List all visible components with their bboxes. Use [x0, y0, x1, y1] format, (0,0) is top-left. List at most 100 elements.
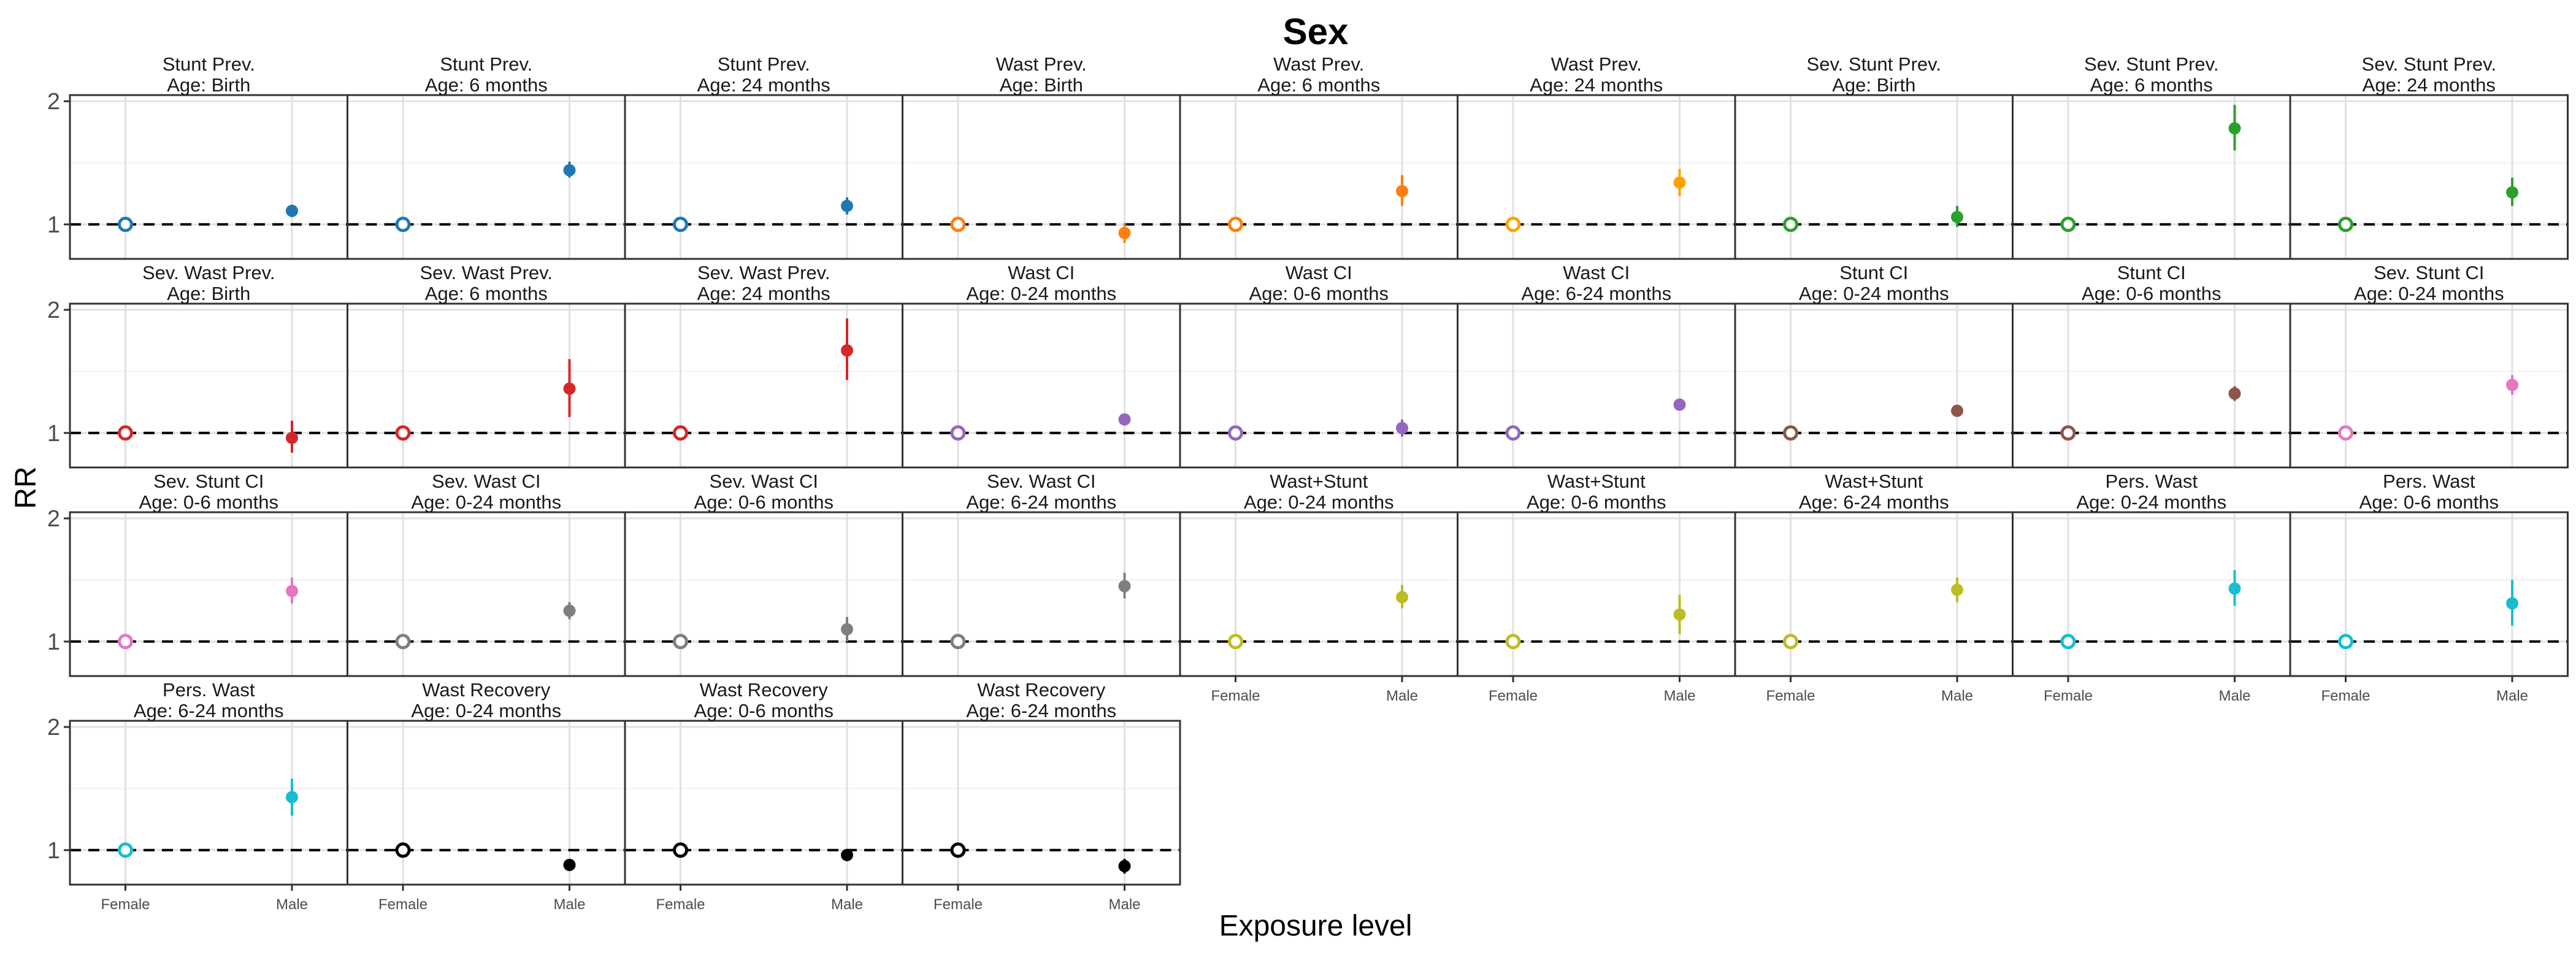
point-male — [563, 604, 576, 617]
panel-title-age: Age: Birth — [167, 74, 250, 96]
panel-background — [2290, 95, 2568, 259]
facet-panel: Sev. Wast Prev.Age: 24 months — [624, 262, 903, 469]
panel-background — [347, 95, 625, 259]
point-female — [1783, 425, 1798, 441]
panel-title-age: Age: 6-24 months — [966, 491, 1116, 513]
panel-title-age: Age: 0-24 months — [411, 700, 561, 721]
panel-title-age: Age: Birth — [1000, 74, 1083, 96]
x-tick-label: Female — [378, 896, 427, 913]
panel-title-measure: Pers. Wast — [2383, 471, 2475, 492]
x-tick-label: Female — [2044, 688, 2093, 704]
panel-background — [2290, 304, 2568, 467]
panel-title-age: Age: 0-24 months — [1799, 283, 1949, 304]
panel-background — [625, 304, 903, 467]
panel-title-age: Age: 24 months — [1530, 74, 1663, 96]
panel-title-measure: Pers. Wast — [2106, 471, 2198, 492]
point-female — [118, 634, 133, 650]
panel-background — [625, 721, 903, 885]
panel-title-age: Age: 0-6 months — [2082, 283, 2221, 304]
panel-background — [70, 721, 348, 885]
panel-title-measure: Sev. Wast Prev. — [697, 262, 830, 283]
x-tick-label: Male — [276, 896, 308, 913]
panel-title-measure: Wast Prev. — [1551, 53, 1642, 75]
facet-panel: Stunt Prev.Age: 6 months — [347, 53, 626, 260]
panel-title-age: Age: 6 months — [425, 283, 548, 304]
facet-panel: Stunt Prev.Age: Birth 1 2 — [47, 53, 348, 260]
y-tick-label: 1 — [47, 838, 60, 864]
facet-panel: Sev. Stunt Prev.Age: 24 months — [2289, 53, 2569, 260]
point-female — [2060, 425, 2076, 441]
panel-title-age: Age: 0-6 months — [694, 700, 834, 721]
panel-title-measure: Stunt Prev. — [718, 53, 810, 75]
panel-border — [2289, 302, 2569, 469]
panel-background — [1457, 304, 1735, 467]
panel-border — [902, 720, 1181, 886]
point-female — [1783, 217, 1798, 233]
point-male — [2506, 597, 2518, 610]
x-tick-label: Female — [1766, 688, 1815, 704]
point-female — [1505, 217, 1521, 233]
panel-background — [2012, 512, 2290, 676]
point-female — [395, 842, 411, 858]
panel-title-measure: Wast Recovery — [422, 679, 551, 701]
panel-title-age: Age: 0-6 months — [139, 491, 278, 513]
panel-background — [902, 512, 1180, 676]
panel-background — [902, 304, 1180, 467]
point-female — [1505, 425, 1521, 441]
panel-title-measure: Wast Prev. — [1273, 53, 1364, 75]
point-female — [395, 634, 411, 650]
panel-title-measure: Wast Prev. — [996, 53, 1087, 75]
point-male — [1118, 413, 1131, 426]
y-tick-label: 2 — [47, 89, 60, 115]
point-male — [2506, 186, 2518, 199]
panel-title-measure: Stunt CI — [1839, 262, 1908, 283]
panel-title-age: Age: 0-24 months — [2354, 283, 2504, 304]
panel-background — [2012, 304, 2290, 467]
point-female — [950, 217, 966, 233]
panel-border — [2289, 94, 2569, 260]
point-male — [1396, 591, 1408, 604]
panel-title-measure: Stunt Prev. — [440, 53, 532, 75]
panel-title-age: Age: 0-6 months — [694, 491, 834, 513]
panel-title-measure: Wast+Stunt — [1825, 471, 1923, 492]
point-female — [118, 217, 133, 233]
facet-panel: Wast Prev.Age: 6 months — [1179, 53, 1459, 260]
point-male — [563, 382, 576, 395]
y-tick-label: 2 — [47, 715, 60, 740]
panel-title-age: Age: 0-6 months — [1527, 491, 1666, 513]
panel-title-age: Age: 0-24 months — [2076, 491, 2226, 513]
point-male — [563, 858, 576, 871]
panel-title-measure: Sev. Wast Prev. — [420, 262, 553, 283]
point-female — [1783, 634, 1798, 650]
point-female — [950, 842, 966, 858]
point-female — [118, 425, 133, 441]
point-male — [1951, 404, 1963, 417]
point-female — [395, 217, 411, 233]
chart-title: Sex — [1283, 11, 1349, 52]
x-tick-label: Male — [553, 896, 585, 913]
point-female — [950, 425, 966, 441]
x-tick-label: Female — [101, 896, 150, 913]
panel-background — [347, 721, 625, 885]
point-female — [673, 217, 688, 233]
panel-background — [1457, 512, 1735, 676]
point-female — [673, 842, 688, 858]
panel-title-measure: Sev. Stunt CI — [153, 471, 264, 492]
point-male — [286, 791, 298, 804]
panel-title-age: Age: 6-24 months — [1521, 283, 1671, 304]
point-male — [841, 848, 853, 861]
point-female — [2338, 425, 2353, 441]
panel-background — [70, 95, 348, 259]
panel-title-measure: Sev. Stunt Prev. — [2362, 53, 2496, 75]
x-tick-label: Male — [2496, 688, 2528, 704]
panel-title-measure: Wast CI — [1008, 262, 1075, 283]
point-male — [2228, 582, 2241, 595]
